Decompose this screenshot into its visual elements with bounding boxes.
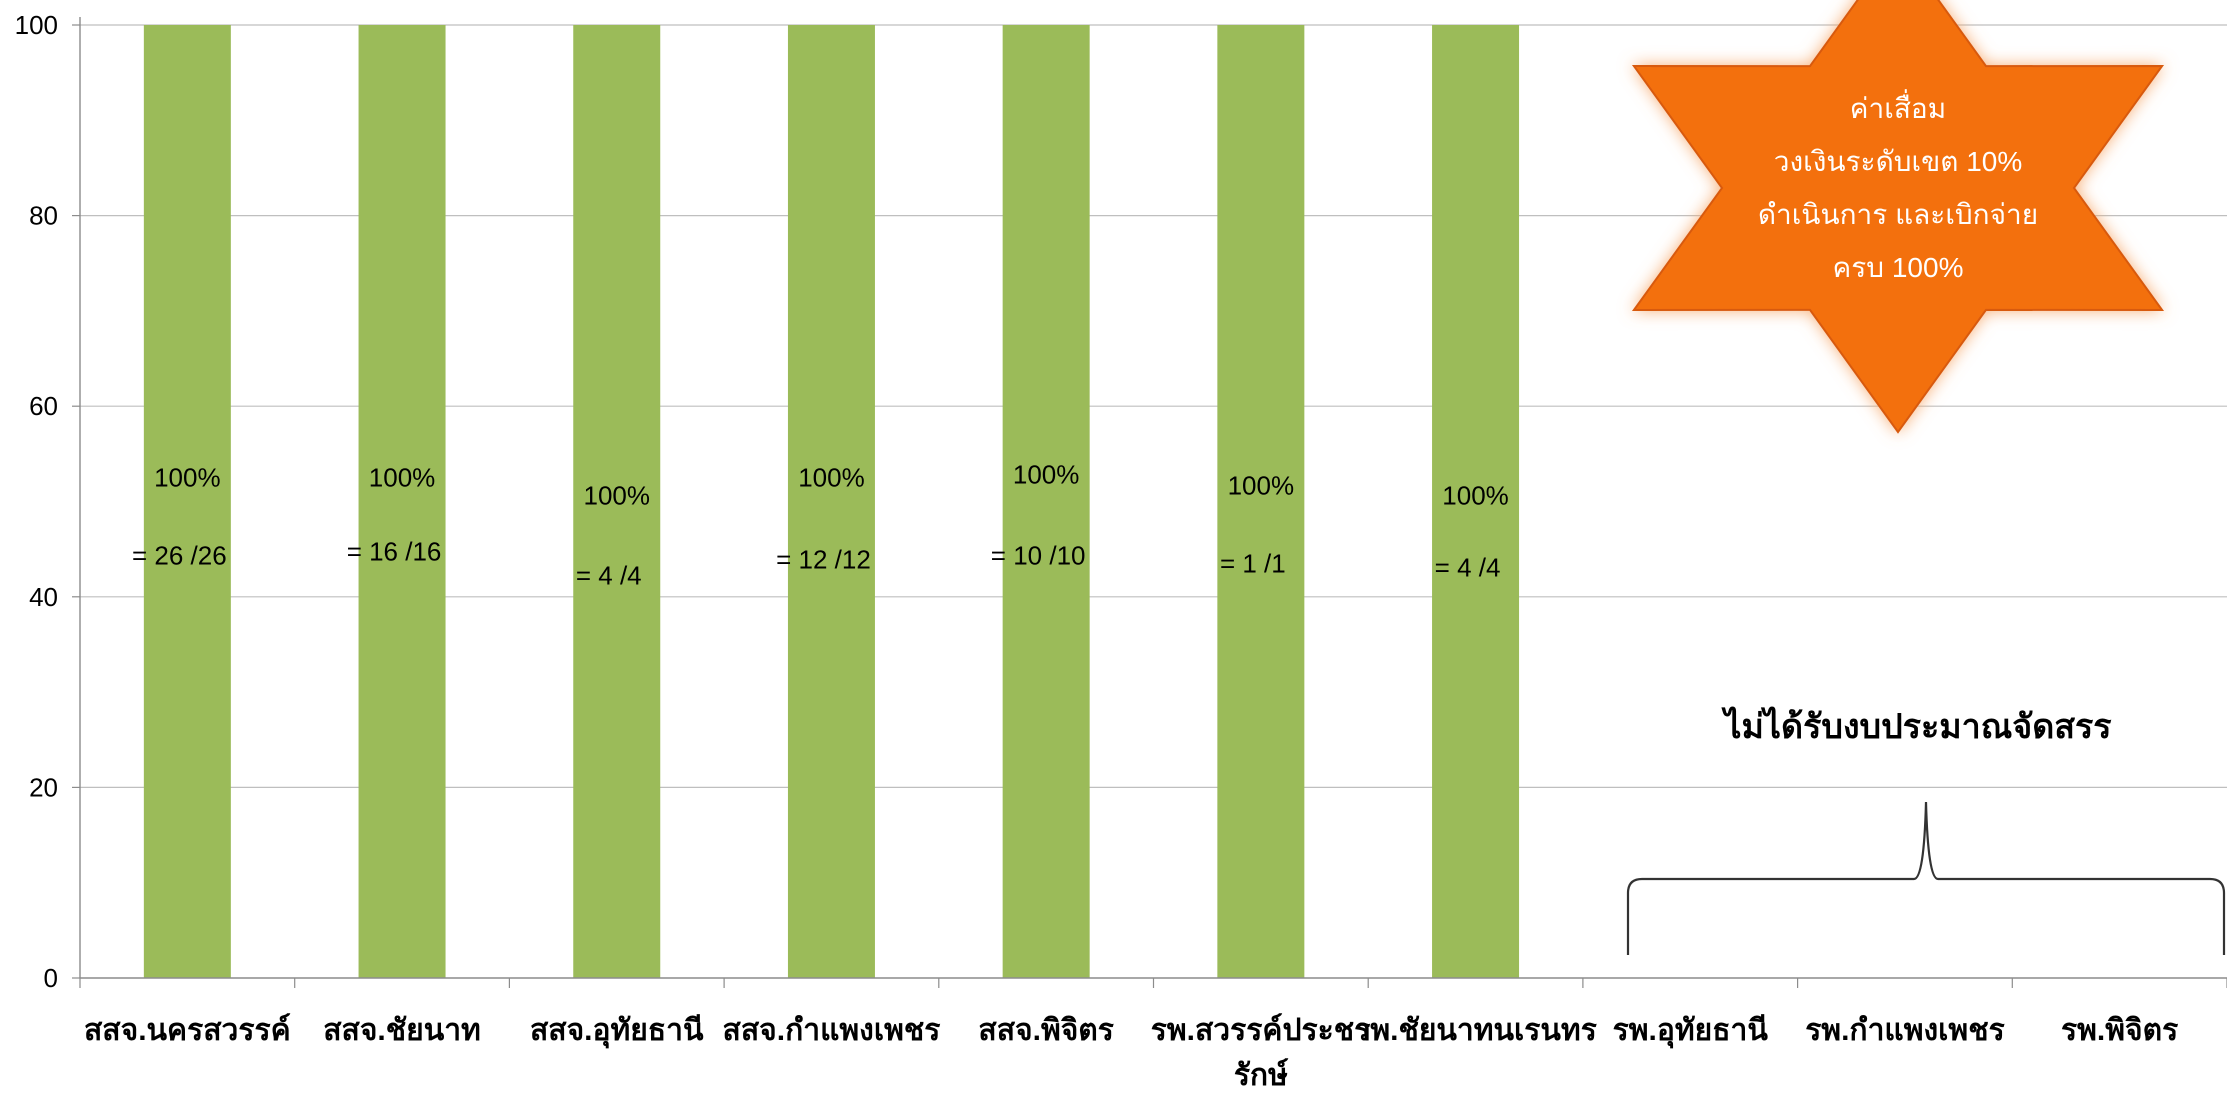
bar <box>143 25 231 978</box>
star-callout <box>1631 0 2165 434</box>
x-tick-label: รพ.อุทัยธานี <box>1613 1014 1769 1049</box>
x-tick-label: สสจ.พิจิตร <box>978 1014 1113 1047</box>
y-tick-label: 20 <box>29 772 58 802</box>
data-label-ratio: = 4 /4 <box>576 561 642 591</box>
data-label-percent: 100% <box>584 481 651 511</box>
bar <box>573 25 661 978</box>
data-label-ratio: = 1 /1 <box>1220 549 1286 579</box>
x-tick-label: รพ.พิจิตร <box>2061 1014 2178 1047</box>
data-label-ratio: = 16 /16 <box>347 537 442 567</box>
x-tick-label: สสจ.ชัยนาท <box>323 1014 481 1047</box>
x-tick-label: รพ.กำแพงเพชร <box>1805 1014 2005 1047</box>
star-callout-text: ดำเนินการ และเบิกจ่าย <box>1758 199 2038 230</box>
y-tick-label: 80 <box>29 201 58 231</box>
bracket-note: ไม่ได้รับงบประมาณจัดสรร <box>1721 706 2112 746</box>
brace-bracket <box>1626 801 2226 955</box>
x-tick-label: สสจ.อุทัยธานี <box>530 1014 704 1049</box>
bar <box>787 25 875 978</box>
y-tick-label: 40 <box>29 582 58 612</box>
data-label-ratio: = 12 /12 <box>776 545 871 575</box>
bar <box>1217 25 1305 978</box>
star-callout-text: ค่าเสื่อม <box>1850 89 1946 124</box>
data-label-percent: 100% <box>798 463 865 493</box>
star-callout-text: วงเงินระดับเขต 10% <box>1774 146 2023 177</box>
bar <box>1432 25 1520 978</box>
x-tick-label: รักษ์ <box>1234 1058 1289 1092</box>
data-label-percent: 100% <box>369 463 436 493</box>
x-tick-label: รพ.ชัยนาทนเรนทร <box>1354 1014 1597 1047</box>
x-tick-label: สสจ.นครสวรรค์ <box>84 1013 291 1047</box>
bar <box>1002 25 1090 978</box>
star-callout-text: ครบ 100% <box>1833 252 1964 283</box>
data-label-ratio: = 10 /10 <box>991 541 1086 571</box>
y-tick-label: 60 <box>29 391 58 421</box>
bar <box>358 25 446 978</box>
data-label-percent: 100% <box>1442 481 1509 511</box>
x-tick-label: สสจ.กำแพงเพชร <box>723 1014 941 1047</box>
data-label-percent: 100% <box>1013 460 1080 490</box>
y-tick-label: 100 <box>15 10 58 40</box>
y-tick-label: 0 <box>44 963 58 993</box>
data-label-percent: 100% <box>1228 471 1295 501</box>
data-label-percent: 100% <box>154 463 221 493</box>
data-label-ratio: = 4 /4 <box>1435 553 1501 583</box>
data-label-ratio: = 26 /26 <box>132 541 227 571</box>
x-tick-label: รพ.สวรรค์ประชา <box>1151 1013 1371 1047</box>
